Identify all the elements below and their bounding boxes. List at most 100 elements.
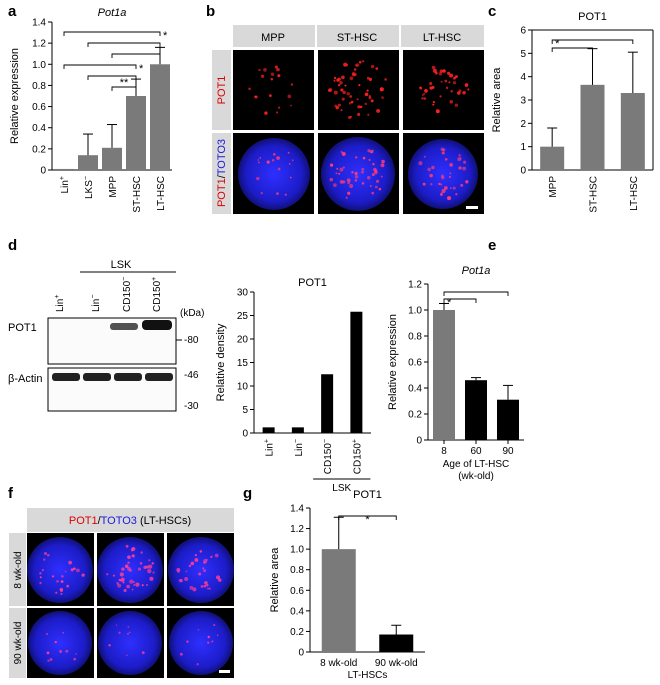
panel-b-foci	[248, 60, 470, 201]
focus-dot	[51, 575, 55, 578]
chart-a-sig-bracket	[87, 42, 161, 47]
focus-dot	[370, 64, 375, 69]
focus-dot	[127, 625, 130, 628]
focus-dot	[291, 159, 294, 162]
chart-e-title: Pot1a	[462, 265, 491, 277]
focus-dot	[122, 581, 125, 584]
focus-dot	[260, 74, 265, 78]
focus-dot	[435, 109, 440, 114]
focus-dot	[278, 106, 281, 109]
focus-dot	[203, 569, 206, 572]
focus-dot	[381, 96, 384, 99]
blot-actin-band-4	[145, 373, 173, 381]
focus-dot	[284, 193, 287, 196]
chart-d-bar	[321, 374, 334, 433]
panel-b-col-lt-hsc: LT-HSC	[423, 32, 461, 44]
focus-dot	[454, 103, 459, 107]
focus-dot	[125, 544, 129, 548]
focus-dot	[353, 68, 357, 71]
focus-dot	[423, 97, 427, 100]
focus-dot	[214, 553, 219, 558]
focus-dot	[346, 178, 351, 183]
focus-dot	[450, 90, 453, 93]
chart-e-bar	[433, 310, 455, 440]
focus-dot	[378, 187, 382, 191]
chart-d-ytick-label: 30	[237, 288, 249, 299]
blot-actin-band-2	[83, 373, 111, 381]
focus-dot	[465, 180, 469, 184]
chart-a-title: Pot1a	[98, 7, 127, 19]
focus-dot	[384, 78, 387, 81]
focus-dot	[342, 90, 346, 95]
chart-e: 0 0.2 0.4 0.6 0.8 1.0 1.2 Relative expression Po…	[387, 265, 524, 482]
chart-g-ytick-label: 1.0	[290, 545, 304, 556]
focus-dot	[371, 191, 375, 195]
focus-dot	[289, 176, 292, 179]
focus-dot	[368, 95, 371, 98]
blot-marker-30: -30	[184, 401, 199, 412]
panel-letter-d: d	[8, 237, 17, 254]
focus-dot	[120, 577, 125, 582]
focus-dot	[447, 71, 451, 75]
chart-c-xtick-label: ST-HSC	[589, 176, 600, 213]
chart-a-sig-label: **	[120, 77, 129, 89]
focus-dot	[178, 579, 181, 582]
focus-dot	[135, 582, 140, 587]
focus-dot	[143, 565, 147, 570]
panel-f-row1-label-bg	[9, 533, 26, 606]
focus-dot	[362, 156, 366, 160]
chart-a-sig-label: *	[139, 63, 144, 75]
focus-dot	[151, 562, 155, 565]
focus-dot	[39, 572, 42, 575]
focus-dot	[202, 567, 205, 570]
focus-dot	[418, 161, 423, 166]
chart-a-xtick-label: Lin+	[59, 176, 71, 193]
focus-dot	[355, 156, 358, 159]
chart-a-bar	[102, 147, 122, 170]
focus-dot	[129, 579, 134, 584]
focus-dot	[340, 88, 344, 92]
chart-c-xtick-label: MPP	[548, 176, 559, 198]
chart-c-bar	[620, 93, 645, 170]
panel-letter-e: e	[488, 237, 496, 254]
focus-dot	[354, 171, 358, 176]
focus-dot	[359, 105, 363, 109]
focus-dot	[419, 86, 423, 90]
chart-d-bar	[350, 311, 363, 433]
focus-dot	[218, 578, 222, 582]
chart-c-sig-label: *	[555, 38, 560, 50]
panel-b-row2-label: POT1/TOTO3	[216, 139, 228, 207]
chart-c-bar	[580, 84, 605, 170]
focus-dot	[68, 560, 73, 565]
chart-e-sig-bracket	[443, 298, 477, 303]
chart-c-ytick-label: 5	[520, 49, 526, 60]
focus-dot	[357, 112, 361, 116]
focus-dot	[341, 151, 346, 157]
chart-g-ytick-label: 1.2	[290, 524, 304, 535]
focus-dot	[192, 587, 197, 592]
focus-dot	[336, 78, 340, 82]
focus-dot	[335, 172, 338, 175]
focus-dot	[118, 631, 121, 634]
focus-dot	[119, 572, 124, 577]
focus-dot	[76, 568, 80, 573]
focus-dot	[263, 68, 267, 72]
chart-c-ytick-label: 4	[520, 72, 526, 83]
focus-dot	[349, 115, 352, 118]
focus-dot	[355, 63, 360, 67]
blot-lane-cd150-pos: CD150+	[151, 277, 163, 312]
focus-dot	[179, 652, 183, 656]
focus-dot	[467, 88, 470, 91]
focus-dot	[452, 186, 456, 190]
focus-dot	[126, 632, 130, 635]
chart-e-sig-bracket	[443, 291, 509, 296]
focus-dot	[287, 94, 292, 99]
focus-dot	[441, 188, 446, 194]
focus-dot	[131, 588, 134, 591]
chart-a-xtick-label: MPP	[108, 176, 119, 198]
chart-g-ytick-label: 0.2	[290, 627, 304, 638]
focus-dot	[213, 624, 216, 627]
focus-dot	[328, 88, 333, 92]
focus-dot	[177, 570, 180, 573]
focus-dot	[260, 191, 263, 195]
